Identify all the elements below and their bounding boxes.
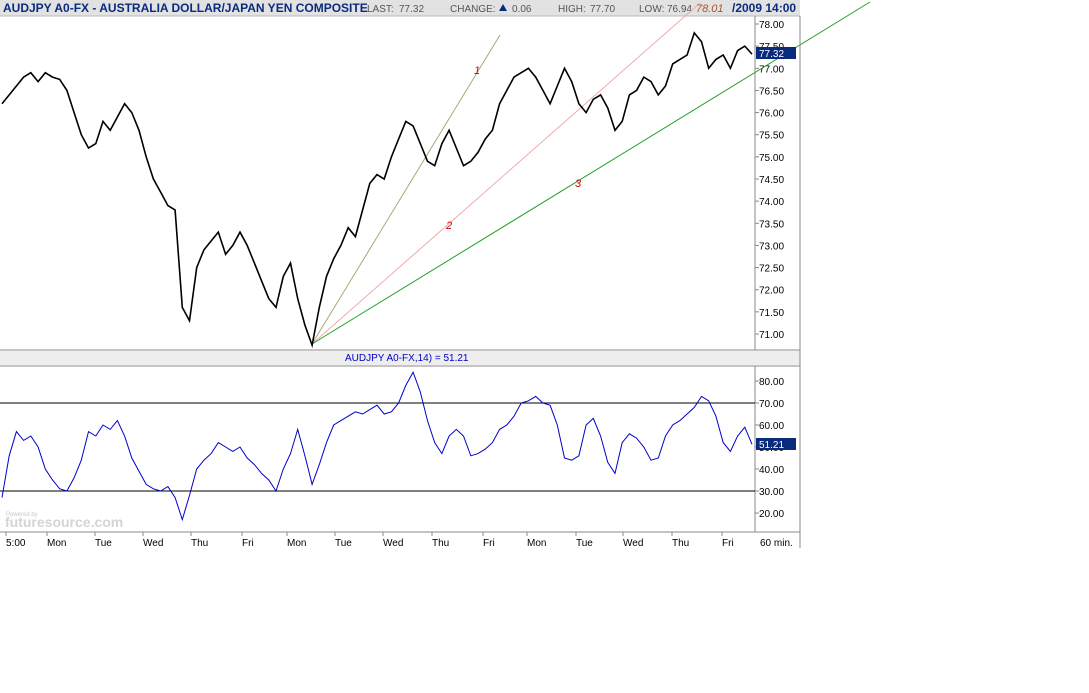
rsi-tick-label: 80.00 bbox=[759, 377, 784, 388]
price-last-badge-bg bbox=[756, 47, 796, 59]
x-tick-label: Thu bbox=[672, 538, 689, 549]
high-value: 77.70 bbox=[590, 4, 615, 15]
price-tick-label: 76.00 bbox=[759, 109, 784, 120]
trend-line-2 bbox=[311, 2, 701, 345]
interval-label: 60 min. bbox=[760, 538, 793, 549]
price-tick-label: 73.00 bbox=[759, 241, 784, 252]
rsi-tick-label: 40.00 bbox=[759, 465, 784, 476]
x-tick-label: Mon bbox=[527, 538, 546, 549]
x-tick-label: Tue bbox=[576, 538, 593, 549]
watermark-brand: futuresource.com bbox=[5, 514, 123, 530]
rsi-tick-label: 60.00 bbox=[759, 421, 784, 432]
rsi-title: AUDJPY A0-FX,14) = 51.21 bbox=[345, 353, 469, 364]
price-tick-label: 74.50 bbox=[759, 175, 784, 186]
price-y-axis: 78.0077.5077.0076.5076.0075.5075.0074.50… bbox=[755, 20, 784, 341]
x-tick-label: Wed bbox=[383, 538, 403, 549]
price-tick-label: 78.00 bbox=[759, 20, 784, 31]
rsi-tick-label: 70.00 bbox=[759, 399, 784, 410]
price-tick-label: 74.00 bbox=[759, 197, 784, 208]
x-tick-label: Mon bbox=[47, 538, 66, 549]
low-label: LOW: bbox=[639, 4, 664, 15]
price-series-line bbox=[1, 31, 753, 349]
x-tick-label: Tue bbox=[95, 538, 112, 549]
x-axis: 5:00 Mon Tue Wed Thu Fri Mon Tue Wed Thu Fri Mon Tue… bbox=[5, 532, 734, 549]
change-value: 0.06 bbox=[512, 4, 532, 15]
price-tick-label: 75.00 bbox=[759, 153, 784, 164]
x-tick-label: Fri bbox=[242, 538, 254, 549]
trend-line-1 bbox=[311, 34, 501, 345]
change-label: CHANGE: bbox=[450, 4, 496, 15]
rsi-last-badge-bg bbox=[756, 438, 796, 450]
price-tick-label: 73.50 bbox=[759, 219, 784, 230]
price-tick-label: 72.00 bbox=[759, 286, 784, 297]
last-value: 77.32 bbox=[399, 4, 424, 15]
x-tick-label: Tue bbox=[335, 538, 352, 549]
rsi-reference-lines bbox=[0, 402, 755, 492]
low-value: 76.94 bbox=[667, 4, 692, 15]
x-tick-label: Wed bbox=[143, 538, 163, 549]
header-bar bbox=[0, 0, 800, 16]
rsi-tick-label: 30.00 bbox=[759, 487, 784, 498]
last-label: LAST: bbox=[367, 4, 394, 15]
x-tick-label: Thu bbox=[432, 538, 449, 549]
price-tick-label: 76.50 bbox=[759, 86, 784, 97]
high-label: HIGH: bbox=[558, 4, 586, 15]
price-last-badge: 77.32 bbox=[759, 49, 784, 60]
rsi-tick-label: 20.00 bbox=[759, 509, 784, 520]
up-triangle-icon bbox=[499, 4, 507, 11]
x-tick-label: Fri bbox=[483, 538, 495, 549]
rsi-last-badge: 51.21 bbox=[759, 440, 784, 451]
price-tick-label: 77.00 bbox=[759, 64, 784, 75]
x-tick-label: Wed bbox=[623, 538, 643, 549]
watermark-powered: Powered by bbox=[6, 512, 38, 518]
rsi-series-line bbox=[1, 370, 753, 522]
trend-line-label: 2 bbox=[445, 220, 452, 232]
x-tick-label: 5:00 bbox=[6, 538, 26, 549]
price-annotations: 12370.7278.01 bbox=[296, 3, 724, 366]
price-tick-label: 72.50 bbox=[759, 264, 784, 275]
price-tick-label: 71.50 bbox=[759, 308, 784, 319]
trend-line-label: 1 bbox=[474, 65, 480, 77]
x-tick-label: Fri bbox=[722, 538, 734, 549]
x-tick-label: Thu bbox=[191, 538, 208, 549]
x-tick-label: Mon bbox=[287, 538, 306, 549]
trend-line-label: 3 bbox=[575, 178, 582, 190]
rsi-header-strip bbox=[0, 351, 800, 365]
chart-title: AUDJPY A0-FX - AUSTRALIA DOLLAR/JAPAN YE… bbox=[3, 1, 368, 15]
high-price-label: 78.01 bbox=[696, 3, 724, 15]
price-tick-label: 75.50 bbox=[759, 131, 784, 142]
date-value: /2009 14:00 bbox=[732, 1, 796, 15]
price-tick-label: 71.00 bbox=[759, 330, 784, 341]
